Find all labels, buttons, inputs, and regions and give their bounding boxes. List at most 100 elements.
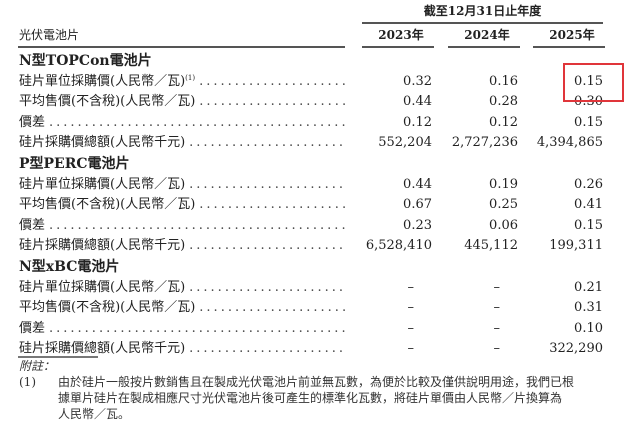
cell-value: 0.23 xyxy=(403,218,432,233)
notes-title: 附註： xyxy=(19,359,56,373)
cell-value: 552,204 xyxy=(378,135,432,150)
leader-dots: ........................................… xyxy=(189,280,347,295)
leader-dots: ........................................… xyxy=(199,300,347,315)
cell-value: 0.41 xyxy=(574,197,603,212)
cell-value: 445,112 xyxy=(464,238,518,253)
row-label-text: 價差 xyxy=(19,321,46,336)
section-header: P型PERC電池片 xyxy=(0,154,640,174)
section-title: N型TOPCon電池片 xyxy=(19,53,152,69)
cell-value: 6,528,410 xyxy=(365,238,432,253)
section-title: N型xBC電池片 xyxy=(19,259,120,275)
row-label: 價差......................................… xyxy=(19,217,347,235)
row-label: 硅片單位採購價(人民幣／瓦)(1).......................… xyxy=(19,73,347,91)
cell-value: 4,394,865 xyxy=(536,135,603,150)
leader-dots: ........................................… xyxy=(199,197,347,212)
cell-value: – xyxy=(407,280,415,295)
note-marker: (1) xyxy=(19,375,36,389)
cell-value: – xyxy=(407,300,415,315)
table-row: 價差......................................… xyxy=(0,216,640,236)
row-label: 硅片採購價總額(人民幣千元)..........................… xyxy=(19,134,347,152)
leader-dots: ........................................… xyxy=(189,177,347,192)
notes-divider xyxy=(18,356,98,358)
header-divider xyxy=(533,46,605,48)
column-header-category: 光伏電池片 xyxy=(19,28,80,42)
leader-dots: ........................................… xyxy=(49,218,347,233)
cell-value: 0.19 xyxy=(489,177,518,192)
row-label: 價差......................................… xyxy=(19,320,347,338)
cell-value: 0.16 xyxy=(489,74,518,89)
row-label-text: 硅片單位採購價(人民幣／瓦) xyxy=(19,177,186,192)
cell-value: 0.15 xyxy=(574,218,603,233)
cell-value: – xyxy=(493,300,501,315)
cell-value: 0.12 xyxy=(403,115,432,130)
row-label-text: 硅片單位採購價(人民幣／瓦) xyxy=(19,74,186,89)
cell-value: 0.26 xyxy=(574,177,603,192)
header-divider xyxy=(18,46,345,48)
leader-dots: ........................................… xyxy=(49,321,347,336)
leader-dots: ........................................… xyxy=(189,341,347,356)
row-label-text: 硅片採購價總額(人民幣千元) xyxy=(19,238,186,253)
cell-value: 0.12 xyxy=(489,115,518,130)
period-header: 截至12月31日止年度 xyxy=(423,4,542,18)
table-row: 價差......................................… xyxy=(0,113,640,133)
period-divider xyxy=(362,22,603,24)
cell-value: 0.28 xyxy=(489,94,518,109)
cell-value: 322,290 xyxy=(549,341,603,356)
cell-value: 0.10 xyxy=(574,321,603,336)
cell-value: 0.44 xyxy=(403,177,432,192)
row-label: 硅片採購價總額(人民幣千元)..........................… xyxy=(19,340,347,358)
column-header-2024: 2024年 xyxy=(464,28,510,42)
header-divider xyxy=(448,46,520,48)
row-label: 平均售價(不含稅)(人民幣／瓦)........................… xyxy=(19,196,347,214)
note-line: 據單片硅片在製成相應尺寸光伏電池片後可產生的標準化瓦數，將硅片單價由人民幣／片換… xyxy=(58,391,563,405)
row-label: 平均售價(不含稅)(人民幣／瓦)........................… xyxy=(19,299,347,317)
highlight-box xyxy=(563,63,624,102)
cell-value: – xyxy=(493,321,501,336)
row-label-text: 平均售價(不含稅)(人民幣／瓦) xyxy=(19,197,196,212)
leader-dots: ........................................… xyxy=(189,238,347,253)
row-label: 硅片單位採購價(人民幣／瓦)..........................… xyxy=(19,176,347,194)
cell-value: – xyxy=(407,321,415,336)
row-label-text: 價差 xyxy=(19,115,46,130)
row-label-text: 價差 xyxy=(19,218,46,233)
leader-dots: ........................................… xyxy=(49,115,347,130)
header-divider xyxy=(362,46,434,48)
table-row: 平均售價(不含稅)(人民幣／瓦)........................… xyxy=(0,92,640,112)
row-label-text: 硅片單位採購價(人民幣／瓦) xyxy=(19,280,186,295)
section-header: N型TOPCon電池片 xyxy=(0,51,640,71)
leader-dots: ........................................… xyxy=(199,74,347,89)
cell-value: 0.21 xyxy=(574,280,603,295)
table-row: 價差......................................… xyxy=(0,319,640,339)
table-row: 硅片採購價總額(人民幣千元)..........................… xyxy=(0,236,640,256)
leader-dots: ........................................… xyxy=(189,135,347,150)
cell-value: 0.15 xyxy=(574,115,603,130)
row-label: 平均售價(不含稅)(人民幣／瓦)........................… xyxy=(19,93,347,111)
row-label: 價差......................................… xyxy=(19,114,347,132)
row-label-text: 硅片採購價總額(人民幣千元) xyxy=(19,341,186,356)
cell-value: 2,727,236 xyxy=(451,135,518,150)
cell-value: 0.06 xyxy=(489,218,518,233)
note-line: 人民幣／瓦。 xyxy=(58,407,131,421)
section-title: P型PERC電池片 xyxy=(19,156,130,172)
row-label-text: 硅片採購價總額(人民幣千元) xyxy=(19,135,186,150)
cell-value: 0.32 xyxy=(403,74,432,89)
cell-value: 0.44 xyxy=(403,94,432,109)
footnote-ref: (1) xyxy=(185,74,196,82)
cell-value: 0.15 xyxy=(574,74,603,89)
column-header-2023: 2023年 xyxy=(378,28,424,42)
table-row: 平均售價(不含稅)(人民幣／瓦)........................… xyxy=(0,195,640,215)
row-label-text: 平均售價(不含稅)(人民幣／瓦) xyxy=(19,94,196,109)
cell-value: 0.25 xyxy=(489,197,518,212)
note-line: 由於硅片一般按片數銷售且在製成光伏電池片前並無瓦數，為便於比較及僅供說明用途，我… xyxy=(58,375,575,389)
cell-value: – xyxy=(493,280,501,295)
cell-value: 199,311 xyxy=(549,238,603,253)
table-row: 硅片採購價總額(人民幣千元)..........................… xyxy=(0,133,640,153)
cell-value: – xyxy=(407,341,415,356)
leader-dots: ........................................… xyxy=(199,94,347,109)
row-label: 硅片採購價總額(人民幣千元)..........................… xyxy=(19,237,347,255)
cell-value: – xyxy=(493,341,501,356)
table-row: 硅片採購價總額(人民幣千元)..........................… xyxy=(0,339,640,359)
row-label-text: 平均售價(不含稅)(人民幣／瓦) xyxy=(19,300,196,315)
table-row: 硅片單位採購價(人民幣／瓦)..........................… xyxy=(0,175,640,195)
table-row: 平均售價(不含稅)(人民幣／瓦)........................… xyxy=(0,298,640,318)
